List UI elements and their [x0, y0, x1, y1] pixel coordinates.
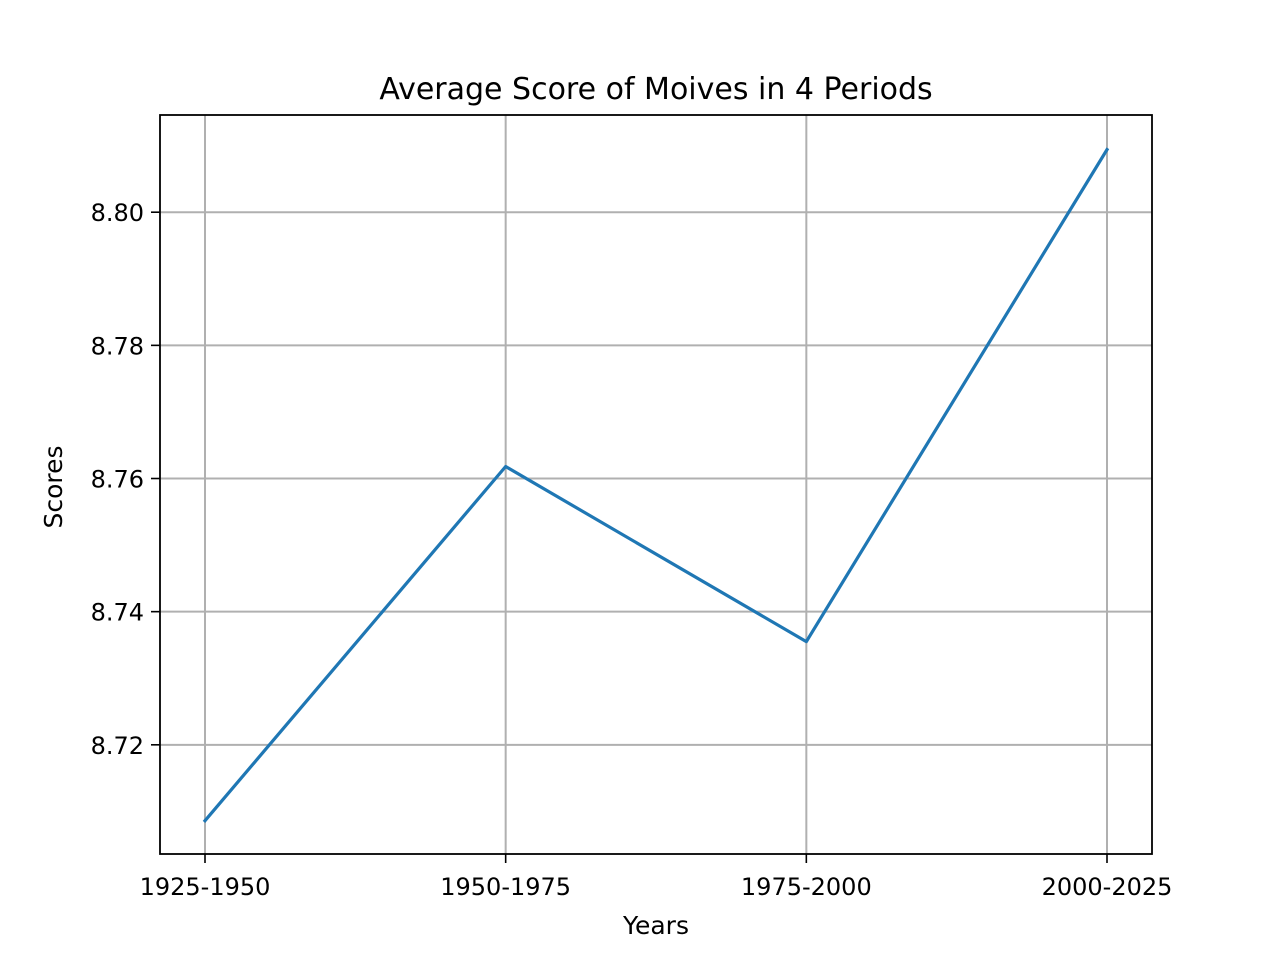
y-tick-label: 8.76 — [91, 466, 144, 494]
y-tick-label: 8.78 — [91, 332, 144, 360]
x-axis-label: Years — [622, 911, 689, 940]
x-tick-label: 1975-2000 — [741, 873, 872, 901]
series-layer — [202, 147, 1110, 823]
plot-frame — [159, 114, 1153, 855]
x-axis: 1925-1950 1950-1975 1975-2000 2000-2025 — [140, 854, 1173, 901]
series-line — [202, 147, 1110, 823]
y-axis: 8.72 8.74 8.76 8.78 8.80 — [91, 199, 160, 760]
chart-title: Average Score of Moives in 4 Periods — [379, 72, 932, 107]
x-tick-label: 1950-1975 — [440, 873, 571, 901]
y-tick-label: 8.74 — [91, 599, 144, 627]
x-tick-label: 1925-1950 — [140, 873, 271, 901]
y-axis-label: Scores — [39, 445, 68, 528]
y-tick-label: 8.80 — [91, 199, 144, 227]
x-tick-label: 2000-2025 — [1042, 873, 1173, 901]
grid-lines — [160, 115, 1152, 854]
y-tick-label: 8.72 — [91, 732, 144, 760]
